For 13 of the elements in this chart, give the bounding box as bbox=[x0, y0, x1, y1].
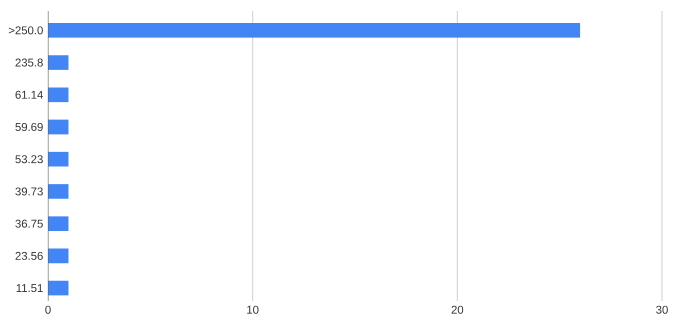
x-tick-label: 0 bbox=[45, 306, 51, 314]
x-tick-label: 30 bbox=[656, 306, 668, 314]
y-tick-label: 61.14 bbox=[16, 90, 43, 99]
x-tick-label: 10 bbox=[247, 306, 259, 314]
y-tick-label: 235.8 bbox=[16, 58, 43, 67]
y-tick-label: 36.75 bbox=[15, 220, 43, 228]
y-tick-label: >250.0 bbox=[8, 26, 43, 34]
y-tick-label: 23.56 bbox=[16, 252, 43, 260]
y-tick-label: 53.23 bbox=[15, 155, 43, 164]
y-tick-label: 11.51 bbox=[16, 284, 43, 292]
x-tick-label: 20 bbox=[452, 306, 464, 314]
y-tick-label: 39.73 bbox=[15, 187, 43, 196]
y-tick-label: 59.69 bbox=[15, 123, 43, 132]
